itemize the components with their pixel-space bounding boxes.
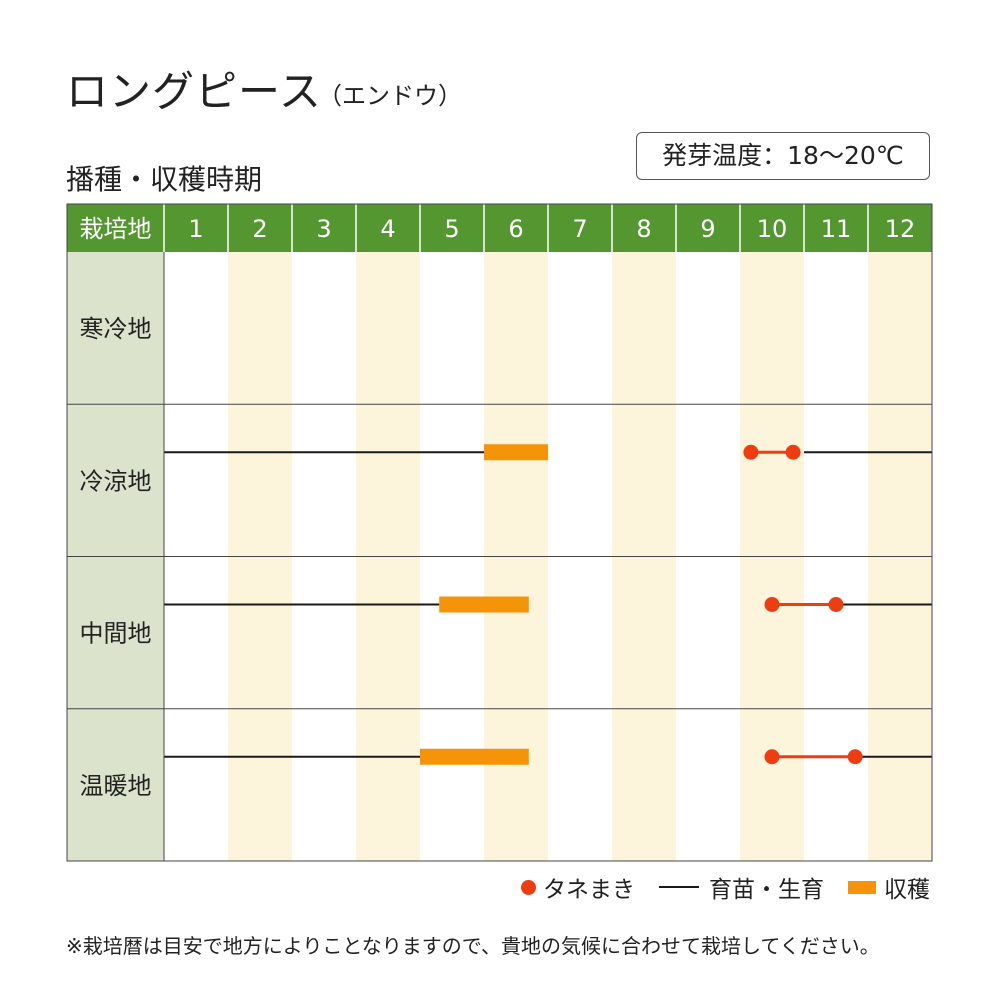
month-label: 7 (572, 215, 587, 243)
growth-line-icon (659, 886, 699, 888)
month-label: 1 (188, 215, 203, 243)
section-title: 播種・収穫時期 (66, 163, 263, 196)
legend-label-growth: 育苗・生育 (709, 877, 824, 903)
legend-item-growth: 育苗・生育 (659, 870, 824, 904)
sowing-dot-icon (521, 879, 536, 895)
page-subtitle: （エンドウ） (318, 82, 462, 110)
sowing-end-dot (785, 444, 801, 460)
header-label: 栽培地 (80, 215, 152, 243)
page-title: ロングピース (66, 67, 322, 116)
month-label: 10 (757, 215, 788, 243)
month-label: 5 (444, 215, 459, 243)
legend-label-sowing: タネまき (543, 877, 635, 903)
harvest-bar (484, 444, 548, 461)
chart-frame (66, 203, 933, 862)
sowing-start-dot (764, 749, 780, 765)
header-band (67, 204, 932, 252)
month-label: 8 (636, 215, 651, 243)
month-label: 4 (380, 215, 395, 243)
month-label: 9 (700, 215, 715, 243)
legend-item-harvest: 収穫 (848, 870, 930, 904)
month-label: 2 (252, 215, 267, 243)
region-label: 寒冷地 (80, 315, 152, 343)
sowing-start-dot (743, 444, 759, 460)
sowing-start-dot (764, 597, 780, 612)
harvest-bar (439, 596, 529, 613)
month-label: 12 (885, 215, 916, 243)
region-label: 温暖地 (80, 772, 152, 800)
legend-label-harvest: 収穫 (884, 877, 930, 903)
germination-temperature-badge: 発芽温度：18～20℃ (636, 132, 930, 180)
harvest-bar (420, 748, 529, 765)
sowing-end-dot (847, 749, 863, 765)
chart-legend: タネまき 育苗・生育 収穫 (497, 870, 930, 904)
footnote: ※栽培暦は目安で地方によりことなりますので、貴地の気候に合わせて栽培してください… (66, 934, 880, 958)
month-label: 3 (316, 215, 331, 243)
harvest-bar-icon (848, 880, 876, 894)
month-label: 6 (508, 215, 523, 243)
region-label: 冷涼地 (80, 467, 152, 495)
sowing-end-dot (828, 597, 844, 612)
month-label: 11 (821, 215, 852, 243)
region-label: 中間地 (80, 620, 152, 648)
legend-item-sowing: タネまき (521, 870, 635, 904)
